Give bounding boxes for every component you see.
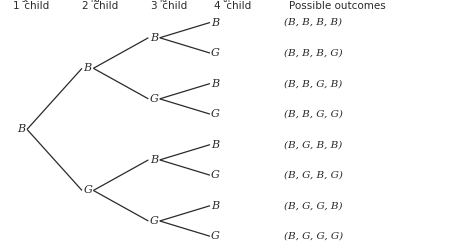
Text: child: child (223, 1, 251, 11)
Text: (B, G, B, B): (B, G, B, B) (284, 140, 343, 149)
Text: B: B (150, 33, 158, 43)
Text: th: th (223, 0, 231, 4)
Text: G: G (150, 94, 158, 104)
Text: B: B (211, 140, 220, 150)
Text: nd: nd (90, 0, 100, 4)
Text: B: B (17, 124, 26, 134)
Text: G: G (211, 109, 220, 119)
Text: G: G (83, 186, 92, 196)
Text: B: B (211, 78, 220, 88)
Text: 2: 2 (81, 1, 88, 11)
Text: child: child (21, 1, 50, 11)
Text: 1: 1 (12, 1, 19, 11)
Text: (B, B, B, G): (B, B, B, G) (284, 48, 343, 58)
Text: (B, G, G, B): (B, G, G, B) (284, 201, 343, 210)
Text: (B, G, G, G): (B, G, G, G) (284, 232, 344, 241)
Text: G: G (211, 48, 220, 58)
Text: child: child (159, 1, 187, 11)
Text: G: G (211, 170, 220, 180)
Text: Possible outcomes: Possible outcomes (289, 1, 386, 11)
Text: B: B (83, 63, 92, 73)
Text: 4: 4 (214, 1, 220, 11)
Text: G: G (211, 231, 220, 241)
Text: (B, G, B, G): (B, G, B, G) (284, 171, 343, 180)
Text: G: G (150, 216, 158, 226)
Text: 3: 3 (150, 1, 156, 11)
Text: (B, B, G, B): (B, B, G, B) (284, 79, 343, 88)
Text: B: B (211, 201, 220, 211)
Text: B: B (150, 155, 158, 165)
Text: (B, B, G, G): (B, B, G, G) (284, 110, 343, 118)
Text: B: B (211, 18, 220, 28)
Text: st: st (21, 0, 28, 4)
Text: rd: rd (159, 0, 167, 4)
Text: child: child (90, 1, 118, 11)
Text: (B, B, B, B): (B, B, B, B) (284, 18, 342, 27)
